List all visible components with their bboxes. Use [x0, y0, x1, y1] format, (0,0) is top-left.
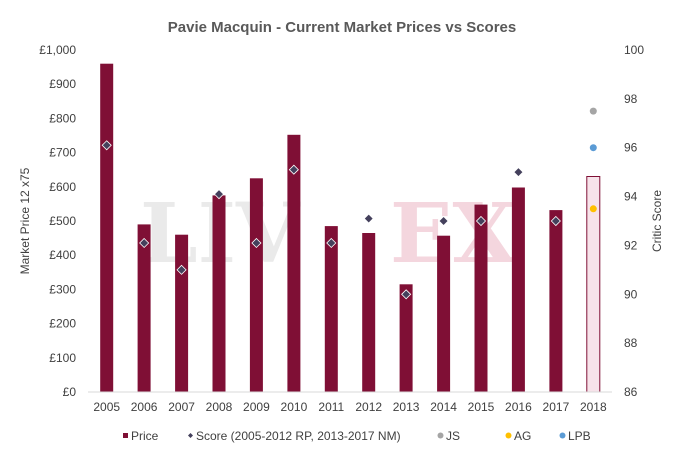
y-right-tick-label: 94 [624, 190, 638, 204]
x-tick-label: 2010 [281, 400, 308, 414]
x-tick-label: 2016 [505, 400, 532, 414]
y-left-tick-label: £100 [49, 351, 76, 365]
y-left-tick-label: £200 [49, 317, 76, 331]
bar [287, 134, 301, 393]
x-tick-label: 2018 [580, 400, 607, 414]
score-marker [438, 215, 449, 227]
y-axis-left-title: Market Price 12 x75 [18, 167, 32, 274]
y-right-tick-label: 92 [624, 238, 638, 252]
bar [399, 284, 413, 392]
bar [212, 195, 226, 392]
x-tick-label: 2008 [206, 400, 233, 414]
bar [437, 235, 451, 392]
y-left-tick-label: £900 [49, 77, 76, 91]
legend-label: AG [514, 429, 531, 443]
score-marker [251, 237, 262, 249]
legend-price-swatch [123, 433, 128, 438]
y-right-tick-label: 100 [624, 43, 644, 57]
legend-ag-swatch [505, 432, 512, 439]
bar [324, 226, 338, 392]
x-tick-label: 2006 [131, 400, 158, 414]
legend-js-swatch [437, 432, 444, 439]
score-marker [550, 215, 561, 227]
legend-lpb-swatch [559, 432, 566, 439]
y-left-tick-label: £500 [49, 214, 76, 228]
score-marker [401, 289, 412, 300]
bar [549, 210, 563, 392]
score-marker [475, 215, 487, 227]
bar [474, 204, 488, 392]
score-marker [139, 237, 150, 249]
y-right-tick-label: 96 [624, 141, 638, 155]
x-tick-label: 2017 [543, 400, 570, 414]
score-marker [513, 167, 524, 178]
y-left-tick-label: £600 [49, 180, 76, 194]
y-left-tick-label: £800 [49, 111, 76, 125]
bar [511, 187, 525, 392]
legend-label: LPB [568, 429, 591, 443]
y-left-tick-label: £0 [63, 385, 77, 399]
y-left-tick-label: £400 [49, 248, 76, 262]
js-marker [589, 107, 597, 115]
x-tick-label: 2011 [318, 400, 344, 414]
bar [249, 178, 263, 393]
legend-score-swatch [188, 433, 193, 438]
score-marker [288, 164, 299, 175]
bar [137, 224, 151, 392]
y-left-tick-label: £300 [49, 282, 76, 296]
x-tick-label: 2009 [243, 400, 270, 414]
legend-label: JS [446, 429, 460, 443]
ag-marker [589, 205, 597, 213]
legend-label: Score (2005-2012 RP, 2013-2017 NM) [196, 429, 401, 443]
score-marker [363, 213, 374, 224]
bar [100, 63, 114, 392]
chart-title: Pavie Macquin - Current Market Prices vs… [168, 19, 516, 36]
y-left-tick-label: £700 [49, 146, 76, 160]
x-tick-label: 2014 [430, 400, 457, 414]
y-right-tick-label: 86 [624, 385, 638, 399]
score-marker [326, 237, 337, 249]
x-tick-label: 2005 [93, 400, 120, 414]
y-right-tick-label: 88 [624, 336, 638, 350]
y-right-tick-label: 90 [624, 287, 638, 301]
bar [175, 234, 189, 392]
score-marker [213, 189, 225, 200]
score-marker [176, 264, 187, 275]
y-right-tick-label: 98 [624, 92, 638, 106]
x-tick-label: 2012 [355, 400, 382, 414]
y-axis-right-title: Critic Score [650, 190, 664, 252]
x-tick-label: 2013 [393, 400, 420, 414]
x-tick-label: 2007 [168, 400, 195, 414]
bar [362, 233, 376, 392]
lpb-marker [589, 144, 597, 152]
watermark-right: EX [390, 186, 517, 282]
y-left-tick-label: £1,000 [39, 43, 76, 57]
score-marker [101, 140, 112, 151]
x-tick-label: 2015 [468, 400, 495, 414]
legend-label: Price [131, 429, 159, 443]
